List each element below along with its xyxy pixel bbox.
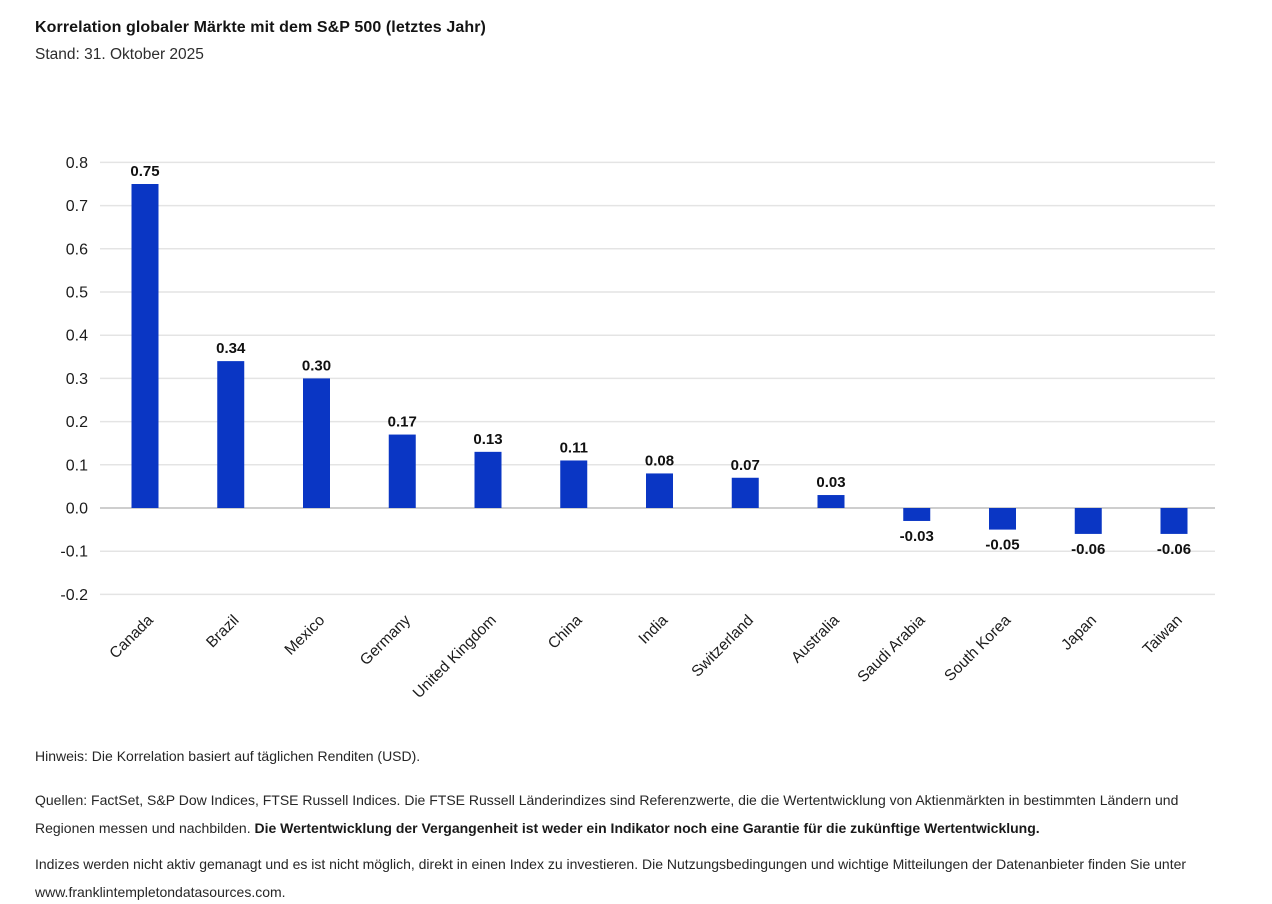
bar bbox=[388, 434, 416, 508]
x-axis-category-label: Germany bbox=[357, 612, 414, 669]
y-axis-tick-label: 0.8 bbox=[66, 155, 88, 172]
chart-title: Korrelation globaler Märkte mit dem S&P … bbox=[35, 19, 486, 36]
y-axis-tick-label: -0.1 bbox=[60, 544, 88, 561]
bar-value-label: -0.05 bbox=[985, 537, 1019, 554]
bar bbox=[817, 495, 845, 508]
bar-value-label: 0.75 bbox=[130, 163, 159, 180]
bar bbox=[131, 184, 159, 508]
bar bbox=[474, 451, 502, 508]
x-axis-category-label: Saudi Arabia bbox=[854, 612, 928, 686]
y-axis-tick-label: 0.0 bbox=[66, 501, 88, 518]
bar-value-label: 0.13 bbox=[473, 431, 502, 448]
footnote-sources: Quellen: FactSet, S&P Dow Indices, FTSE … bbox=[35, 786, 1215, 842]
bar-value-label: 0.11 bbox=[560, 439, 588, 456]
x-axis-category-label: Brazil bbox=[203, 612, 242, 651]
y-axis-tick-label: 0.3 bbox=[66, 371, 88, 388]
chart-header: Korrelation globaler Märkte mit dem S&P … bbox=[35, 17, 935, 65]
bar bbox=[1160, 508, 1188, 534]
bar-value-label: 0.07 bbox=[731, 457, 760, 474]
bar bbox=[731, 477, 759, 508]
bar-value-label: -0.03 bbox=[900, 528, 934, 545]
y-axis-tick-label: 0.1 bbox=[66, 457, 88, 474]
x-axis-category-label: Australia bbox=[788, 612, 843, 667]
x-axis-category-label: Canada bbox=[106, 612, 157, 663]
x-axis-category-label: South Korea bbox=[941, 612, 1014, 685]
bar-value-label: -0.06 bbox=[1157, 541, 1191, 558]
bar-value-label: -0.06 bbox=[1071, 541, 1105, 558]
x-axis-category-label: Japan bbox=[1058, 612, 1100, 654]
bar bbox=[303, 378, 330, 508]
footnote-note: Hinweis: Die Korrelation basiert auf täg… bbox=[35, 748, 421, 764]
x-axis-category-label: Mexico bbox=[282, 612, 329, 659]
x-axis-category-label: United Kingdom bbox=[410, 612, 500, 702]
x-axis-category-label: India bbox=[636, 612, 672, 648]
footnote-disclaimer: Indizes werden nicht aktiv gemanagt und … bbox=[35, 856, 1187, 900]
y-axis-tick-label: 0.4 bbox=[66, 328, 88, 345]
bar-value-label: 0.08 bbox=[645, 452, 674, 469]
bar bbox=[1074, 508, 1102, 534]
y-axis-tick-label: 0.6 bbox=[66, 241, 88, 258]
bar bbox=[560, 460, 588, 508]
y-axis-tick-label: 0.2 bbox=[66, 414, 88, 431]
x-axis-category-label: Taiwan bbox=[1140, 612, 1186, 658]
footnote-sources-text: Quellen: FactSet, S&P Dow Indices, FTSE … bbox=[35, 792, 1179, 836]
y-axis-tick-label: 0.5 bbox=[66, 285, 88, 302]
footnote-sources-bold: Die Wertentwicklung der Vergangenheit is… bbox=[254, 820, 1040, 836]
bar-value-label: 0.34 bbox=[216, 340, 246, 357]
bar bbox=[217, 361, 245, 508]
y-axis-tick-label: 0.7 bbox=[66, 198, 88, 215]
bar-value-label: 0.17 bbox=[388, 414, 417, 431]
bar bbox=[903, 508, 931, 521]
x-axis-category-label: Switzerland bbox=[688, 612, 757, 681]
bar bbox=[646, 473, 673, 508]
x-axis-category-label: China bbox=[545, 612, 586, 653]
bar-value-label: 0.03 bbox=[816, 474, 845, 491]
chart-subtitle: Stand: 31. Oktober 2025 bbox=[35, 46, 204, 63]
y-axis-tick-label: -0.2 bbox=[60, 587, 88, 604]
bar-value-label: 0.30 bbox=[302, 357, 331, 374]
bar bbox=[989, 508, 1016, 530]
